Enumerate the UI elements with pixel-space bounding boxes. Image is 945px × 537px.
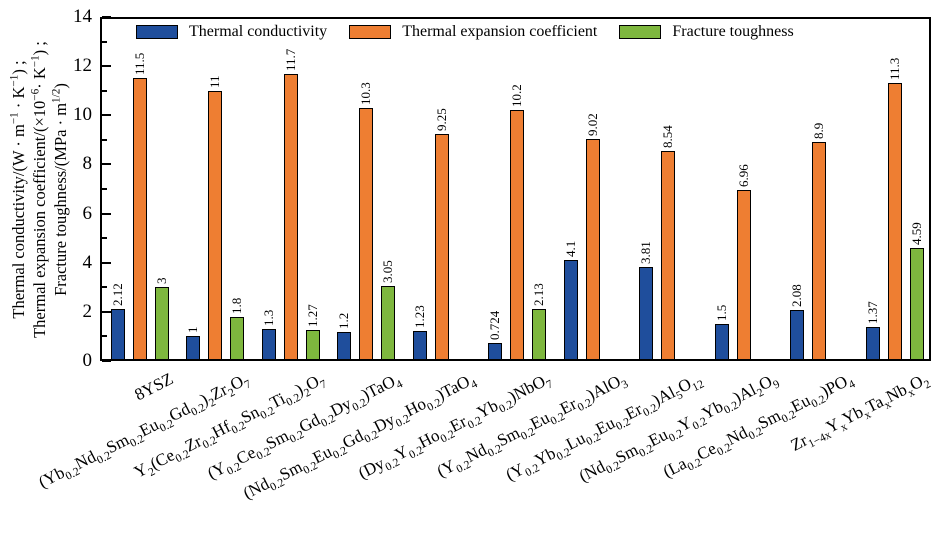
bar-thermal-expansion-coefficient xyxy=(887,83,902,361)
bar-value-label: 1.8 xyxy=(229,297,245,314)
bar-value-label: 11 xyxy=(207,75,223,88)
y-axis-title-line-1: Thermal conductivity/(W · m−1 · K−1) ; xyxy=(8,59,28,319)
bar-value-label: 1.27 xyxy=(304,304,320,327)
y-minor-tick xyxy=(102,237,107,240)
bar-thermal-expansion-coefficient xyxy=(736,189,751,361)
legend: Thermal conductivity Thermal expansion co… xyxy=(136,22,794,42)
y-axis-title-line-2: Thermal expansion coefficient/(×10−6· K−… xyxy=(29,40,49,338)
bar-thermal-expansion-coefficient xyxy=(510,110,525,361)
bar-fracture-toughness xyxy=(381,286,396,361)
bar-fracture-toughness xyxy=(909,248,924,361)
legend-item-fracture-toughness: Fracture toughness xyxy=(619,22,794,42)
y-major-tick xyxy=(102,212,111,215)
y-major-tick xyxy=(102,360,111,362)
bar-thermal-conductivity xyxy=(639,267,654,361)
bar-value-label: 8.9 xyxy=(811,123,827,140)
legend-swatch-fracture-toughness xyxy=(619,25,662,39)
plot-area xyxy=(100,16,931,362)
y-major-tick xyxy=(102,310,111,313)
bar-value-label: 4.59 xyxy=(908,222,924,246)
y-minor-tick xyxy=(102,40,107,43)
bar-value-label: 1 xyxy=(185,326,201,334)
bar-value-label: 8.54 xyxy=(660,125,676,149)
bar-value-label: 11.3 xyxy=(886,58,902,81)
bar-value-label: 11.7 xyxy=(282,48,298,71)
y-tick-label: 4 xyxy=(82,251,93,273)
bar-value-label: 2.13 xyxy=(531,282,547,306)
y-tick-label: 8 xyxy=(82,153,93,175)
bar-thermal-conductivity xyxy=(337,331,352,361)
y-axis-title-text: Thermal conductivity/(W · m−1 · K−1) ; T… xyxy=(8,41,71,338)
bar-value-label: 2.08 xyxy=(789,284,805,307)
legend-label: Fracture toughness xyxy=(672,23,794,40)
y-tick-label: 0 xyxy=(82,350,93,371)
bar-value-label: 11.5 xyxy=(132,53,147,76)
bar-thermal-expansion-coefficient xyxy=(812,142,827,361)
legend-label: Thermal conductivity xyxy=(189,23,328,40)
bar-thermal-conductivity xyxy=(563,260,578,361)
bar-fracture-toughness xyxy=(230,316,245,361)
bar-value-label: 9.25 xyxy=(433,107,449,131)
legend-item-thermal-expansion-coefficient: Thermal expansion coefficient xyxy=(349,22,597,42)
x-category-label: Zr1−4xYxYbxTaxNbxO2 xyxy=(787,371,933,455)
bar-value-label: 1.5 xyxy=(713,304,729,322)
bar-value-label: 1.3 xyxy=(260,309,276,327)
bar-thermal-conductivity xyxy=(186,336,201,361)
bar-value-label: 10.2 xyxy=(509,84,525,108)
y-tick-label: 14 xyxy=(73,6,92,27)
bar-thermal-expansion-coefficient xyxy=(133,78,147,361)
bar-value-label: 3.81 xyxy=(638,241,654,265)
bar-value-label: 9.02 xyxy=(584,113,600,137)
bar-thermal-expansion-coefficient xyxy=(661,151,676,361)
y-minor-tick xyxy=(102,89,107,92)
y-tick-label: 2 xyxy=(82,300,93,322)
y-minor-tick xyxy=(102,286,107,289)
bar-fracture-toughness xyxy=(155,287,169,361)
y-axis-title-line-3: Fracture toughness/(MPa · m1/2) xyxy=(50,82,70,296)
y-major-tick xyxy=(102,65,111,68)
y-tick-label: 6 xyxy=(82,202,93,224)
bar-thermal-expansion-coefficient xyxy=(283,73,298,361)
legend-swatch-thermal-conductivity xyxy=(136,25,178,39)
legend-swatch-thermal-expansion-coefficient xyxy=(349,25,392,39)
bar-value-label: 2.12 xyxy=(110,283,125,306)
bar-thermal-conductivity xyxy=(865,327,880,361)
bar-fracture-toughness xyxy=(532,308,547,361)
bar-thermal-expansion-coefficient xyxy=(208,90,223,361)
y-minor-tick xyxy=(102,335,107,338)
bar-thermal-conductivity xyxy=(488,343,503,361)
x-category-label: 8YSZ xyxy=(131,369,177,405)
bar-thermal-conductivity xyxy=(111,308,125,361)
bar-thermal-conductivity xyxy=(714,324,729,361)
bar-thermal-expansion-coefficient xyxy=(434,133,449,361)
y-major-tick xyxy=(102,163,111,166)
bar-value-label: 0.724 xyxy=(487,310,503,341)
bar-fracture-toughness xyxy=(305,329,320,361)
legend-item-thermal-conductivity: Thermal conductivity xyxy=(136,22,327,42)
bar-thermal-expansion-coefficient xyxy=(585,139,600,361)
bar-thermal-conductivity xyxy=(261,329,276,361)
bar-value-label: 10.3 xyxy=(358,82,374,105)
y-major-tick xyxy=(102,16,111,18)
bar-value-label: 6.96 xyxy=(735,164,751,187)
y-minor-tick xyxy=(102,138,107,141)
bar-value-label: 3 xyxy=(154,277,169,285)
bar-value-label: 4.1 xyxy=(562,241,578,258)
bar-value-label: 1.37 xyxy=(864,301,880,325)
bar-thermal-conductivity xyxy=(412,330,427,361)
y-major-tick xyxy=(102,261,111,264)
bar-value-label: 3.05 xyxy=(380,260,396,284)
bar-value-label: 1.23 xyxy=(411,305,427,328)
bar-thermal-expansion-coefficient xyxy=(359,107,374,361)
legend-label: Thermal expansion coefficient xyxy=(402,23,598,40)
y-minor-tick xyxy=(102,188,107,190)
bar-value-label: 1.2 xyxy=(336,312,352,329)
y-major-tick xyxy=(102,114,111,117)
y-tick-label: 12 xyxy=(73,55,92,77)
bar-thermal-conductivity xyxy=(790,309,805,361)
y-tick-label: 10 xyxy=(73,104,92,126)
